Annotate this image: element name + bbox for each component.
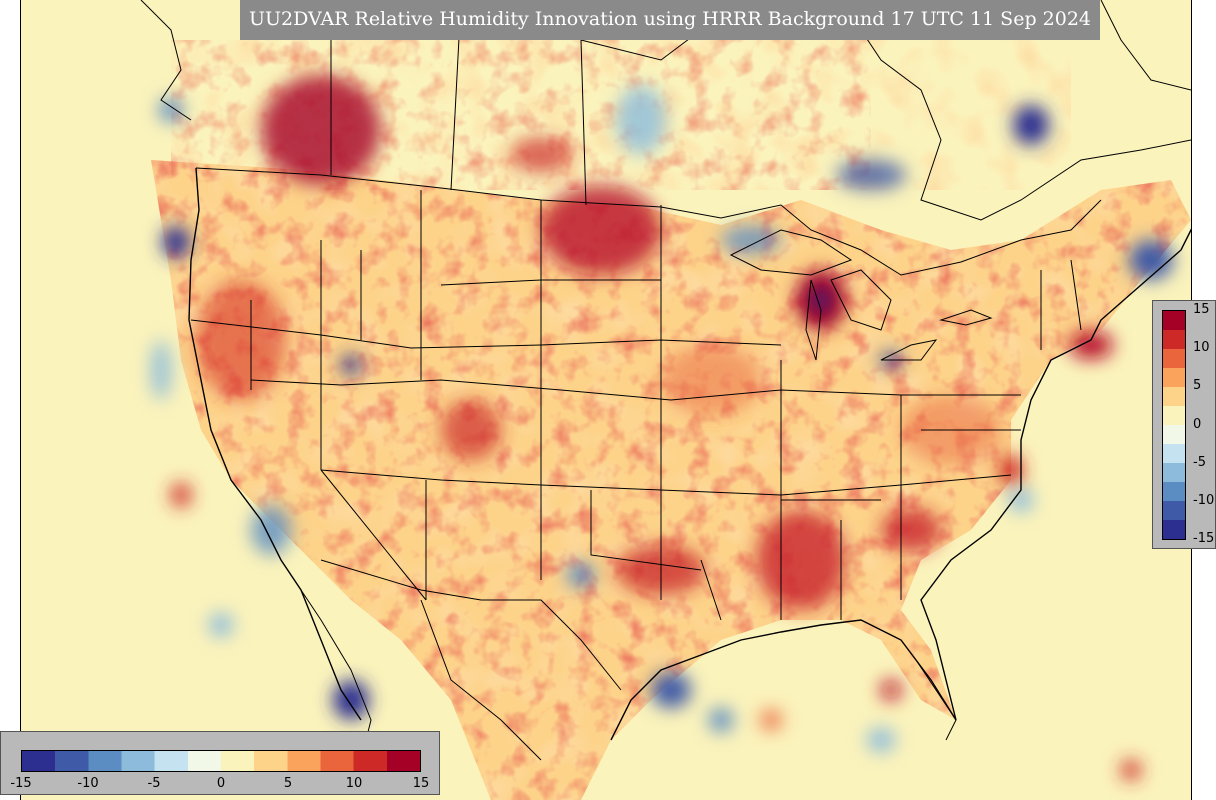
vertical-colorbar-tick: -15 (1193, 531, 1215, 546)
vertical-colorbar-tick: -5 (1193, 455, 1206, 470)
vertical-colorbar-tick: 15 (1193, 302, 1210, 317)
map-title: UU2DVAR Relative Humidity Innovation usi… (240, 0, 1100, 40)
map-frame (20, 0, 1192, 800)
horizontal-colorbar-tick: -10 (77, 776, 99, 791)
negative-anomaly-blobs (151, 85, 1173, 752)
horizontal-colorbar-tick: -5 (147, 776, 161, 791)
humidity-innovation-map (140, 0, 1191, 800)
vertical-colorbar: 15 10 5 0 -5 -10 -15 (1152, 300, 1216, 549)
horizontal-colorbar-tick: 15 (412, 776, 430, 791)
vertical-colorbar-tick: -10 (1193, 493, 1215, 508)
horizontal-colorbar-tick: 0 (216, 776, 226, 791)
vertical-colorbar-tick: 10 (1193, 340, 1210, 355)
horizontal-colorbar-gradient (21, 750, 421, 772)
horizontal-colorbar-tick: -15 (10, 776, 32, 791)
vertical-colorbar-tick: 0 (1193, 417, 1202, 432)
political-boundaries (140, 0, 1191, 761)
horizontal-colorbar: -15 -10 -5 0 5 10 15 (0, 731, 440, 795)
horizontal-colorbar-tick: 5 (283, 776, 293, 791)
vertical-colorbar-tick: 5 (1193, 378, 1202, 393)
vertical-colorbar-gradient (1162, 310, 1186, 540)
horizontal-colorbar-tick: 10 (345, 776, 363, 791)
